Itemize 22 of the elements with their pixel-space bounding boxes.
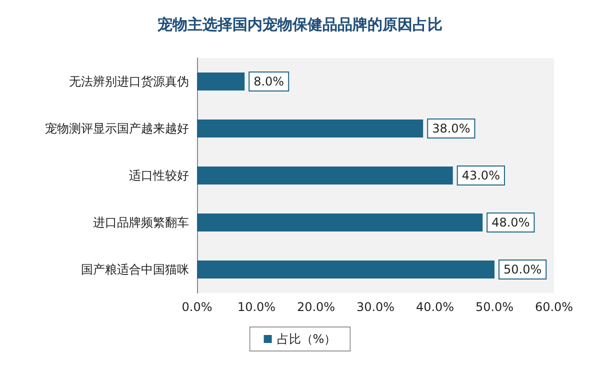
data-label: 50.0% bbox=[504, 262, 542, 276]
data-label: 48.0% bbox=[492, 216, 530, 230]
x-tick-label: 30.0% bbox=[356, 300, 395, 314]
data-label: 43.0% bbox=[462, 168, 500, 182]
x-tick-label: 0.0% bbox=[182, 300, 212, 314]
y-tick-label: 宠物测评显示国产越来越好 bbox=[45, 122, 189, 136]
y-tick-label: 进口品牌频繁翻车 bbox=[93, 216, 189, 230]
bar bbox=[197, 120, 424, 138]
x-tick-label: 40.0% bbox=[416, 300, 454, 314]
y-tick-label: 无法辨别进口货源真伪 bbox=[69, 74, 189, 88]
x-tick-label: 50.0% bbox=[475, 300, 514, 314]
data-label: 8.0% bbox=[254, 74, 284, 88]
legend-label: 占比（%） bbox=[276, 332, 336, 346]
chart-title: 宠物主选择国内宠物保健品品牌的原因占比 bbox=[156, 16, 442, 34]
bar bbox=[197, 166, 453, 184]
x-tick-label: 10.0% bbox=[237, 300, 276, 314]
x-tick-label: 60.0% bbox=[534, 300, 574, 314]
y-tick-label: 适口性较好 bbox=[129, 168, 189, 182]
bar bbox=[197, 72, 245, 90]
data-label: 38.0% bbox=[432, 122, 470, 136]
y-tick-label: 国产粮适合中国猫咪 bbox=[81, 262, 189, 276]
x-tick-label: 20.0% bbox=[296, 300, 336, 314]
